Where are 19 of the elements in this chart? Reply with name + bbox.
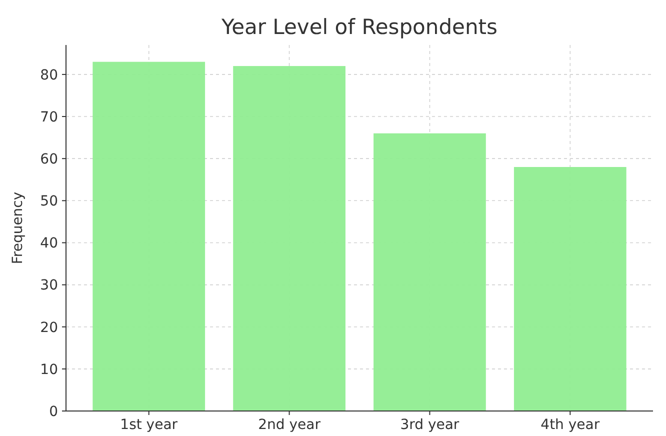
y-tick-label: 0 xyxy=(49,404,58,420)
y-tick-label: 60 xyxy=(40,151,58,168)
x-tick-label: 2nd year xyxy=(258,417,321,433)
bar xyxy=(233,66,346,411)
y-axis-title: Frequency xyxy=(10,192,26,264)
y-tick-label: 10 xyxy=(40,362,58,378)
y-tick-label: 20 xyxy=(40,320,58,336)
y-tick-label: 70 xyxy=(40,109,58,126)
y-tick-label: 50 xyxy=(40,194,58,210)
y-tick-label: 30 xyxy=(40,278,58,294)
y-tick-label: 80 xyxy=(40,67,58,84)
bar xyxy=(514,167,626,411)
y-tick-label: 40 xyxy=(40,236,58,252)
x-tick-label: 3rd year xyxy=(400,417,460,433)
x-tick-label: 1st year xyxy=(120,417,178,433)
chart-title: Year Level of Respondents xyxy=(220,15,498,39)
x-tick-label: 4th year xyxy=(540,417,600,433)
bar xyxy=(374,133,486,411)
bar xyxy=(92,62,206,411)
